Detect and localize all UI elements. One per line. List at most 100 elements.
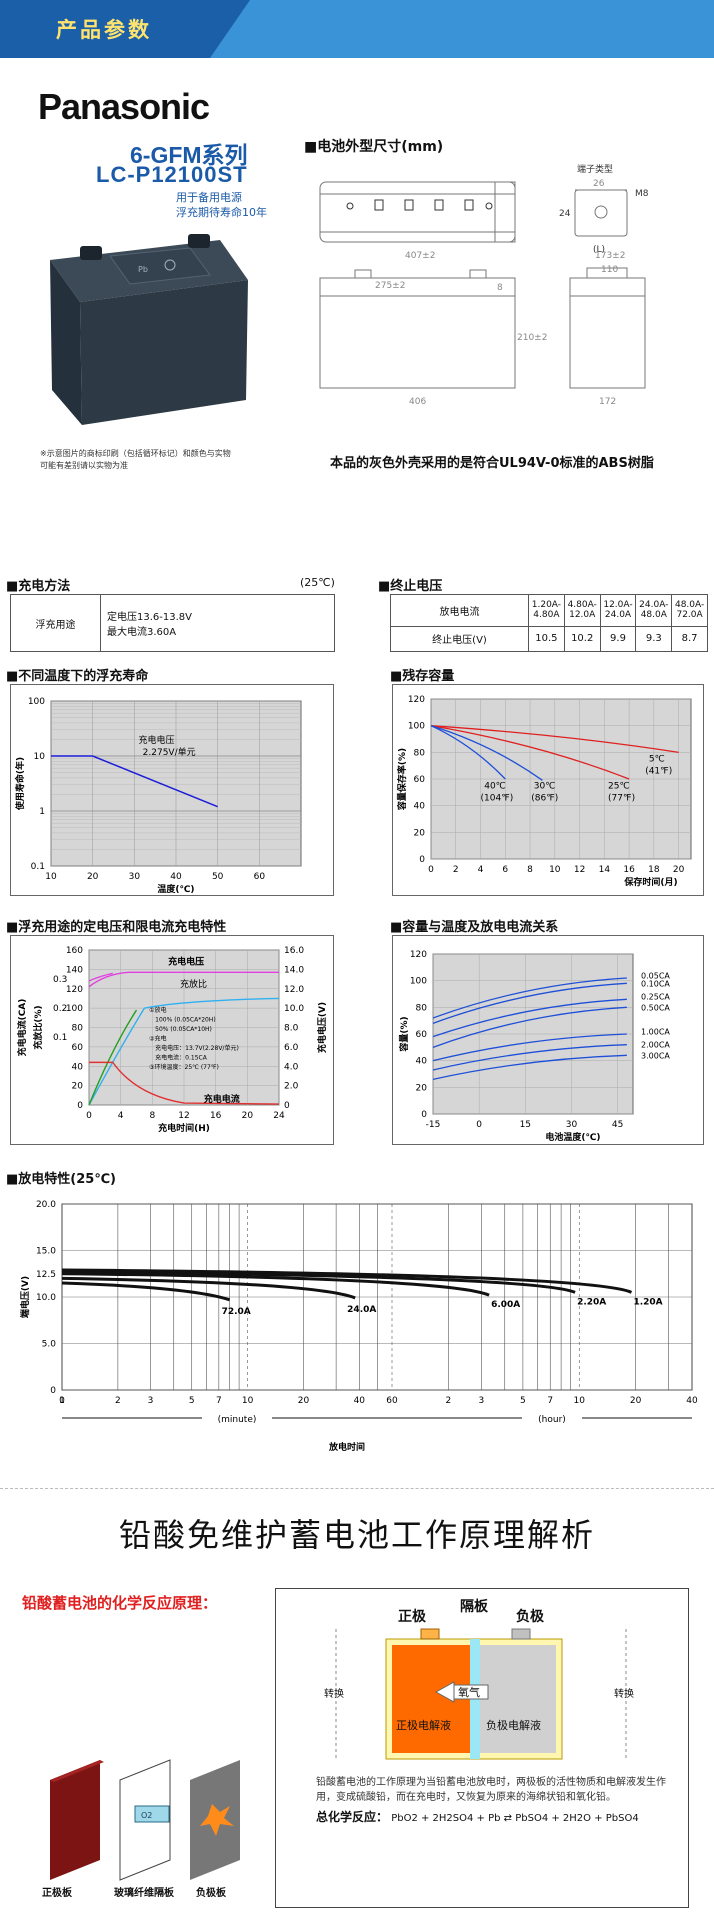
x-tick-label: 6	[502, 865, 508, 875]
dim-172: 172	[599, 397, 616, 407]
label-bg	[522, 1410, 582, 1424]
series-label: 0.10CA	[641, 979, 670, 988]
x-axis-label: 电池温度(℃)	[545, 1131, 600, 1143]
x-axis-label: 充电时间(H)	[158, 1122, 210, 1134]
legend-text: ②充电	[149, 1035, 166, 1043]
usage-line-1: 用于备用电源	[176, 191, 242, 204]
dim-406: 406	[409, 397, 426, 407]
x-tick-label: 10	[45, 872, 57, 882]
series-line	[430, 725, 679, 753]
legend-text: ③环境温度：25℃ (77℉)	[149, 1063, 219, 1071]
x-tick-label: 60	[254, 872, 266, 882]
oxygen-label: 氧气	[458, 1685, 480, 1699]
annotation: 充电电压	[139, 734, 175, 746]
curve-label: 1.20A	[633, 1297, 662, 1307]
principle-diagram-box	[275, 1588, 689, 1908]
y-tick-label: 12.5	[36, 1270, 56, 1280]
y-tick-label: 100	[408, 722, 425, 732]
x-tick-label: 30	[129, 872, 141, 882]
y-tick-label: 20	[72, 1082, 84, 1092]
charging-values: 定电压13.6-13.8V 最大电流3.60A	[100, 594, 335, 652]
ca-tick-label: 0.2	[53, 1004, 67, 1014]
header-tab	[0, 0, 250, 58]
x-tick-label: 15	[520, 1120, 531, 1130]
cutoff-voltage-label: 终止电压(V)	[390, 625, 529, 653]
x-tick-label: 12	[178, 1111, 189, 1121]
y-tick-label: 0	[421, 1110, 427, 1120]
pos-elec-label: 正极电解液	[396, 1718, 451, 1732]
x-tick-label: 4	[478, 865, 484, 875]
x-tick-label: 0	[428, 865, 434, 875]
discharge-curve	[61, 1281, 231, 1302]
series-label: (77℉)	[608, 793, 635, 803]
discharge-chart-title: ■放电特性(25℃)	[6, 1172, 116, 1187]
dim-8: 8	[497, 283, 503, 293]
label-bg	[202, 1410, 272, 1424]
x-tick-label: 2	[115, 1396, 121, 1406]
y2-tick-label: 6.0	[284, 1043, 299, 1053]
x-axis-label: 保存时间(月)	[623, 876, 677, 888]
plate-sep-label: 玻璃纤维隔板	[114, 1886, 175, 1899]
current-line	[89, 1061, 280, 1105]
x-tick-label: 16	[210, 1111, 222, 1121]
plates-illustration: O2 正极板 玻璃纤维隔板 负极板	[42, 1759, 240, 1899]
capacity-chart: 0 20 40 60 80 100 120 0 2 4 6 8 10 12 14 16 18 20 5℃ (41℉) 2…	[392, 684, 704, 896]
ca-tick-label: 0.3	[53, 975, 67, 985]
x-tick-label: 10	[242, 1396, 254, 1406]
x-tick-label: 14	[599, 865, 611, 875]
series-label: 25℃	[608, 781, 630, 791]
discharge-chart: 0 5.0 10.0 15.0 20.0 12.5 01 2 3 5 7 10 20 40 60 2 3 5 7 10…	[19, 1200, 698, 1453]
dim-110: 110	[601, 265, 618, 275]
series-label: 30℃	[534, 781, 556, 791]
dim-m8: M8	[635, 189, 649, 199]
x-tick-label: 5	[520, 1396, 526, 1406]
svg-text:O2: O2	[141, 1811, 152, 1820]
x-tick-label: 0	[59, 1396, 65, 1406]
dimension-title: ■电池外型尺寸(mm)	[304, 139, 444, 155]
formula-label: 总化学反应：	[316, 1810, 389, 1824]
capacity-chart-title: ■残存容量	[390, 669, 455, 684]
x-tick-label: 3	[478, 1396, 484, 1406]
series-line	[432, 982, 627, 1024]
discharge-curve	[61, 1276, 356, 1300]
x-tick-label: 7	[547, 1396, 553, 1406]
x-tick-label: 10	[549, 865, 561, 875]
convert-left: 转换	[324, 1687, 344, 1700]
x-tick-label: 0	[86, 1111, 92, 1121]
cutoff-current-cell: 48.0A-72.0A	[671, 594, 708, 627]
ratio-line	[88, 997, 280, 1106]
cell-diagram: 正极 隔板 负极 氧气 正极电解液 负极电解液 转换 转换	[324, 1598, 634, 1760]
cutoff-voltage-cell: 8.7	[671, 625, 708, 653]
y-tick-label: 0.1	[31, 862, 45, 872]
formula-text: PbO2 + 2H2SO4 + Pb ⇄ PbSO4 + 2H2O + PbSO…	[391, 1813, 639, 1824]
image-note: ※示意图片的商标印刷（包括循环标记）和颜色与实物 可能有差别请以实物为准	[40, 448, 231, 472]
material-caption: 本品的灰色外壳采用的是符合UL94V-0标准的ABS树脂	[330, 456, 654, 471]
y-tick-label: 120	[410, 950, 427, 960]
series-line	[430, 725, 630, 780]
y-tick-label: 140	[66, 965, 83, 975]
x-axis-label: 放电时间	[328, 1441, 365, 1453]
principle-title: 铅酸免维护蓄电池工作原理解析	[118, 1516, 595, 1554]
note-line-2: 可能有差别请以实物为准	[40, 461, 128, 470]
cutoff-current-cell: 12.0A-24.0A	[599, 594, 637, 627]
y-tick-label: 120	[66, 985, 83, 995]
series-line	[432, 1044, 627, 1071]
brand-logo: Panasonic	[38, 86, 210, 127]
pos-label: 正极	[398, 1608, 427, 1625]
dimension-drawing: 端子类型 26 M8 24 (L) 407±2 173±2 275±2 8 11…	[319, 163, 649, 407]
x-axis-label: 温度(℃)	[157, 883, 194, 895]
y2-tick-label: 4.0	[284, 1062, 299, 1072]
convert-right: 转换	[614, 1687, 634, 1700]
sep-label: 隔板	[460, 1598, 489, 1615]
series-label: 40℃	[484, 781, 506, 791]
y-tick-label: 120	[408, 695, 425, 705]
y-tick-label: 5.0	[42, 1340, 57, 1350]
y-tick-label: 20	[414, 828, 426, 838]
series-label: (41℉)	[645, 767, 672, 777]
annotation: 2.275V/单元	[143, 746, 196, 758]
section-divider	[0, 1488, 714, 1489]
y-tick-label: 15.0	[36, 1247, 56, 1257]
dim-24: 24	[559, 209, 571, 219]
